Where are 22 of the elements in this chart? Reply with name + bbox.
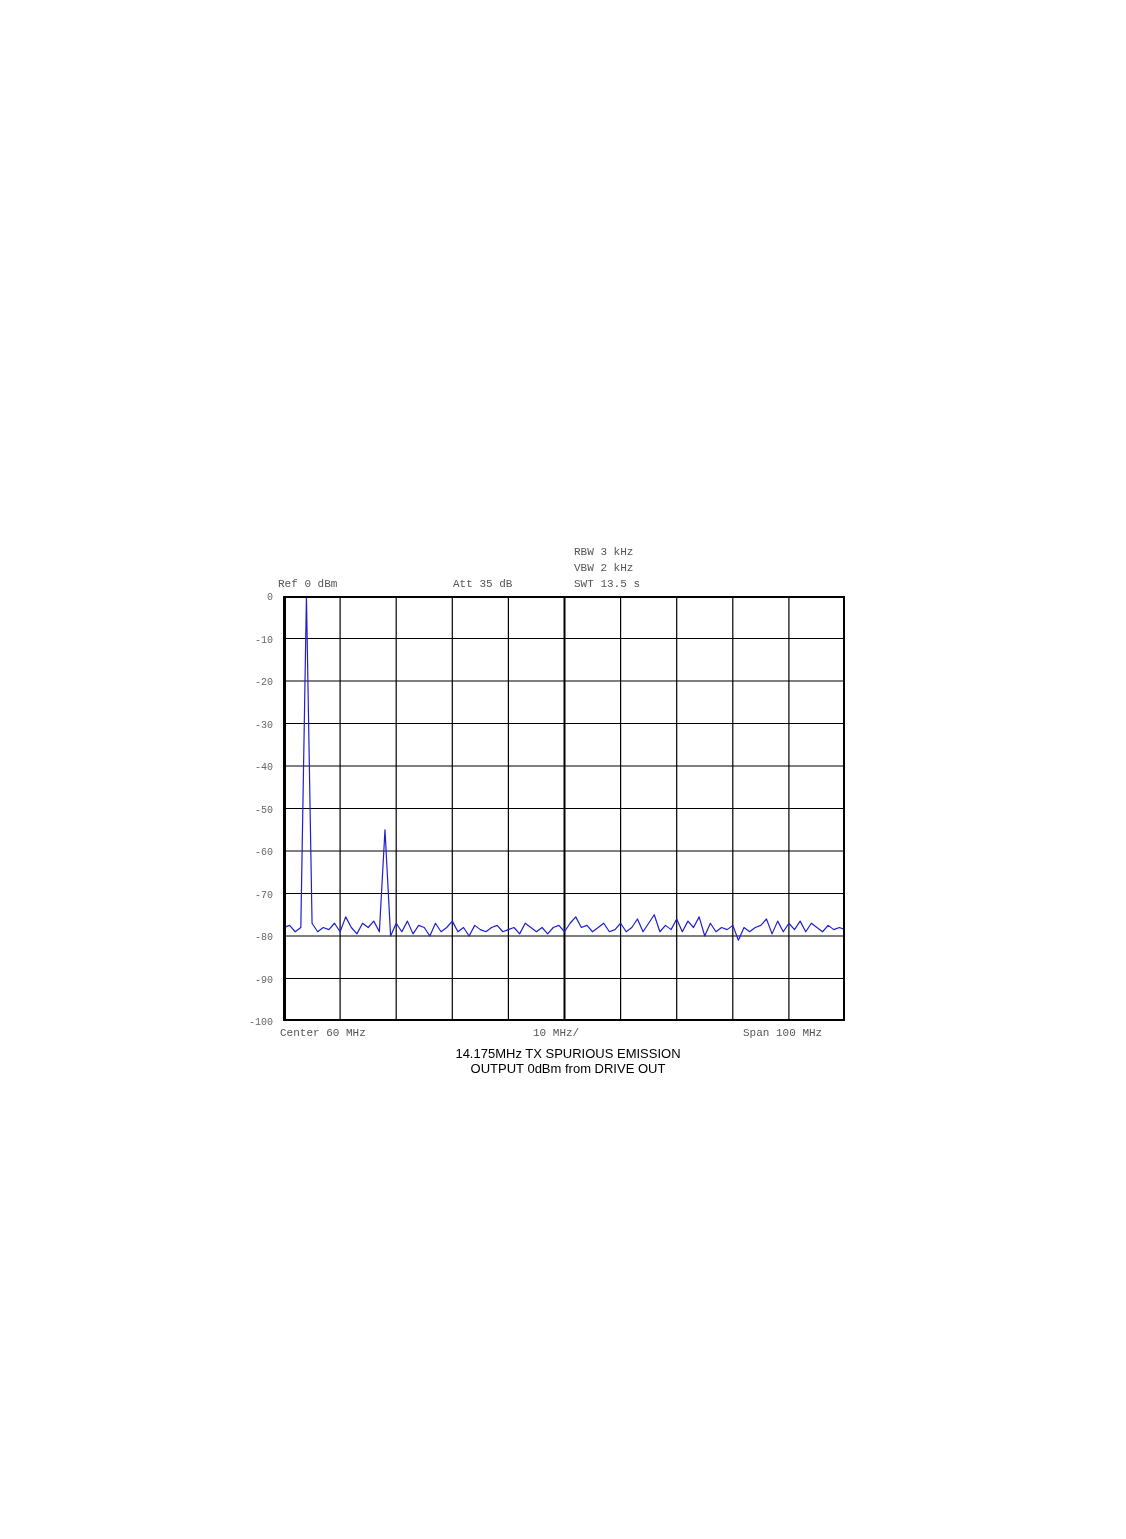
y-tick-label: -70 <box>254 889 273 901</box>
line-series <box>284 596 845 941</box>
y-tick-label: 0 <box>266 592 273 603</box>
text: Att 35 dB <box>453 578 513 590</box>
y-tick-label: -20 <box>254 677 273 688</box>
y-tick-label: -60 <box>254 847 273 858</box>
y-tick-label: -30 <box>254 719 273 731</box>
y-tick-label: -10 <box>254 634 273 646</box>
text: Ref 0 dBm <box>278 578 338 590</box>
text: SWT 13.5 s <box>574 578 641 590</box>
text: 14.175MHz TX SPURIOUS EMISSION <box>454 1046 682 1061</box>
text: 10 MHz/ <box>533 1027 580 1039</box>
text: Span 100 MHz <box>743 1027 823 1039</box>
text: Center 60 MHz <box>280 1027 366 1039</box>
y-tick-label: -90 <box>254 974 273 986</box>
y-tick-label: -50 <box>254 804 273 816</box>
y-tick-label: -80 <box>254 932 273 943</box>
y-tick-label: -40 <box>254 762 273 773</box>
text: OUTPUT 0dBm from DRIVE OUT <box>469 1061 667 1076</box>
text: VBW 2 kHz <box>574 562 634 574</box>
text: RBW 3 kHz <box>574 546 634 558</box>
y-tick-label: -100 <box>248 1017 273 1028</box>
